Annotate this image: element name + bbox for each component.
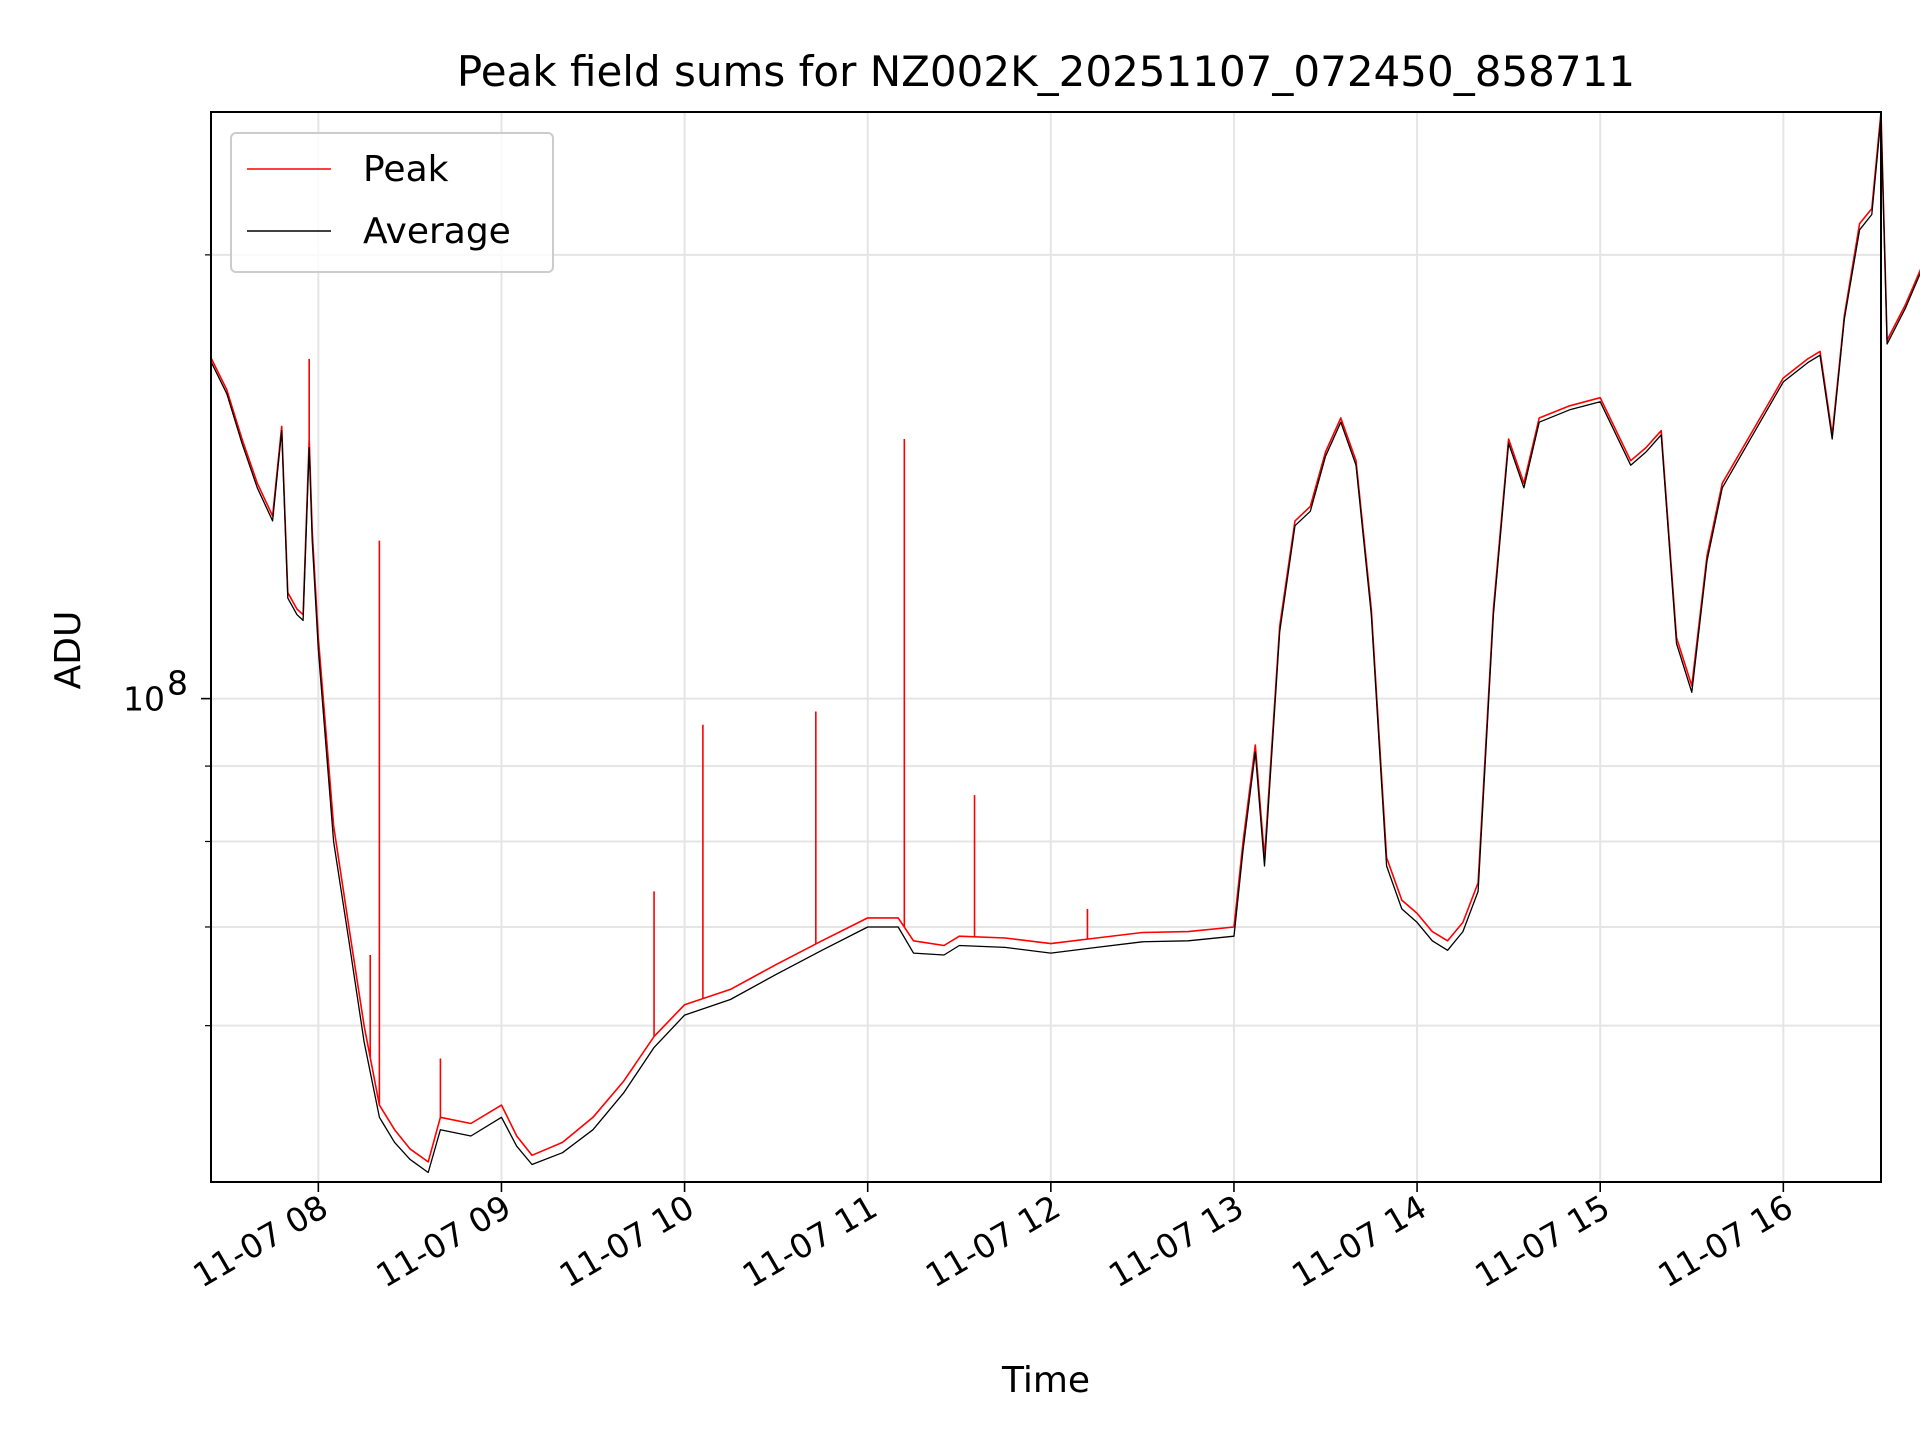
x-axis-label: Time bbox=[1001, 1360, 1090, 1401]
series-layer bbox=[210, 111, 1920, 1174]
legend-label-average: Average bbox=[363, 211, 511, 252]
y-tick-label-exponent: 8 bbox=[167, 664, 188, 703]
y-axis-label: ADU bbox=[48, 611, 89, 690]
series-line-average bbox=[210, 116, 1920, 1174]
legend: Peak Average bbox=[230, 132, 554, 273]
plot-frame bbox=[210, 111, 1882, 1183]
series-line-peak bbox=[210, 111, 1920, 1163]
y-tick-label: 10 bbox=[123, 680, 165, 719]
legend-label-peak: Peak bbox=[363, 149, 449, 190]
grid bbox=[211, 112, 1881, 1182]
chart-title: Peak field sums for NZ002K_20251107_0724… bbox=[457, 47, 1635, 96]
legend-box bbox=[230, 132, 554, 273]
